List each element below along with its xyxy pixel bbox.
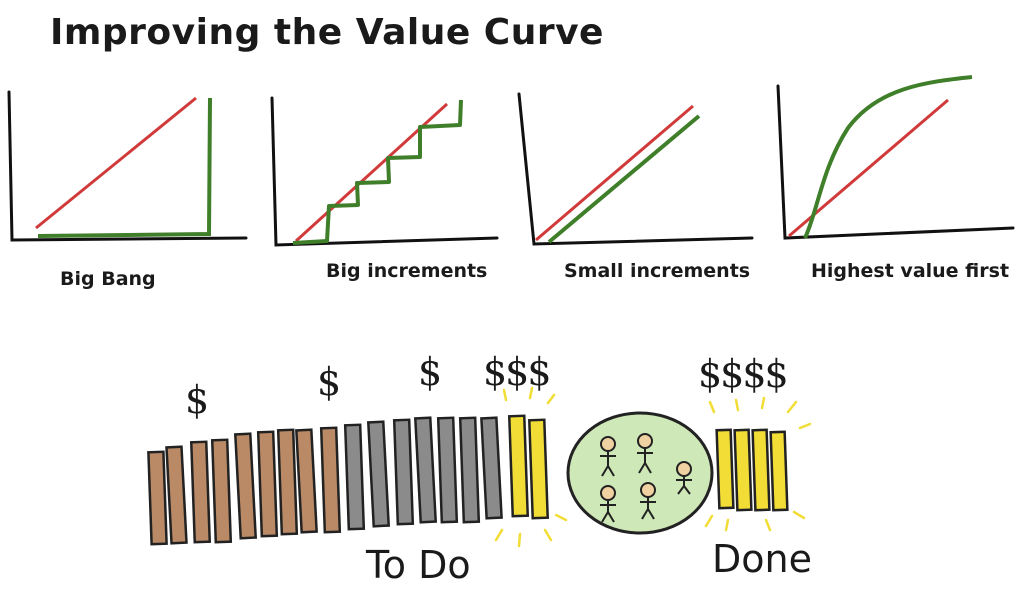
backlog-card (295, 428, 318, 534)
dollar-sign: $ (317, 360, 341, 404)
dollar-sign: $ (418, 350, 442, 394)
backlog-card (413, 416, 438, 524)
backlog-card (147, 450, 168, 546)
person-icon (637, 433, 653, 474)
backlog-card-high-value (528, 418, 549, 520)
panel-caption-highest-value-first: Highest value first (811, 260, 1010, 282)
done-card (751, 428, 771, 512)
todo-backlog (147, 386, 568, 548)
backlog-card (165, 445, 188, 545)
done-card (733, 428, 753, 512)
done-card (769, 430, 789, 512)
done-card (715, 428, 735, 510)
backlog-card (366, 420, 391, 528)
person-icon (676, 461, 692, 495)
axes (270, 96, 499, 247)
person-icon (640, 482, 656, 520)
backlog-card (458, 416, 481, 524)
green-value-curve (803, 75, 973, 239)
backlog-card (343, 423, 366, 531)
backlog-card (276, 428, 299, 536)
green-value-curve (547, 114, 701, 244)
backlog-card (256, 430, 279, 538)
red-value-line (35, 96, 197, 230)
panel-caption-big-bang: Big Bang (60, 268, 156, 290)
axes (7, 90, 248, 242)
red-value-line (294, 102, 449, 243)
page-title: Improving the Value Curve (50, 12, 604, 53)
backlog-card (189, 440, 212, 544)
backlog-card (480, 416, 503, 520)
todo-label: To Do (366, 543, 471, 587)
glow-rays (704, 396, 812, 532)
backlog-card-high-value (507, 414, 530, 518)
done-label: Done (712, 537, 812, 581)
backlog-card (233, 432, 258, 540)
backlog-card (436, 416, 459, 524)
green-value-curve (37, 97, 212, 238)
panel-small-increments (517, 92, 754, 246)
done-column (704, 396, 812, 532)
axes (517, 92, 754, 246)
dollar-signs-quadruple: $$$$ (698, 352, 789, 396)
team-circle (566, 411, 714, 535)
person-icon (600, 485, 616, 523)
panel-caption-small-increments: Small increments (564, 260, 751, 282)
panel-big-increments (270, 96, 499, 247)
backlog-card (319, 426, 342, 534)
panel-highest-value-first (776, 75, 1015, 240)
glow-rays (494, 386, 568, 548)
panel-caption-big-increments: Big increments (326, 260, 488, 282)
backlog-card (210, 438, 233, 544)
axes (776, 84, 1015, 240)
backlog-card (392, 418, 415, 526)
dollar-sign: $ (185, 378, 209, 422)
green-value-curve (292, 99, 463, 245)
panel-big-bang (7, 90, 248, 242)
person-icon (600, 436, 616, 477)
dollar-signs-triple: $$$ (483, 350, 552, 394)
red-value-line (535, 104, 694, 242)
